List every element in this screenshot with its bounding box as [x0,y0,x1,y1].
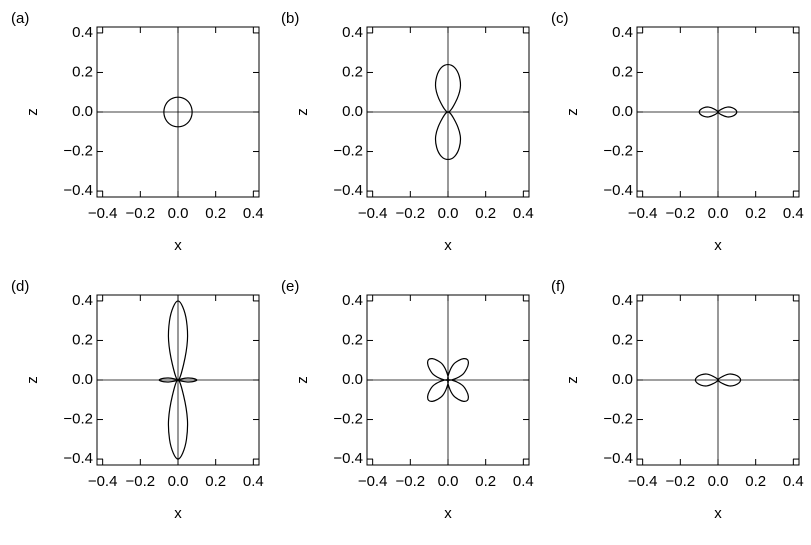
curve [434,111,462,161]
y-tick-label: −0.2 [63,411,93,428]
y-tick-label: −0.2 [603,143,633,160]
x-tick-label: 0.4 [243,205,264,222]
y-tick-label: 0.2 [342,63,363,80]
x-axis-label: x [174,237,182,254]
x-tick-label: −0.2 [126,205,156,222]
curve [447,358,469,381]
x-tick-label: −0.2 [666,205,696,222]
x-axis-label: x [444,505,452,522]
panel-label: (f) [551,278,565,295]
x-tick-label: −0.4 [358,473,388,490]
y-axis-label: z [564,108,581,116]
y-tick-label: 0.0 [342,103,363,120]
y-tick-label: −0.4 [603,450,633,467]
panel-label: (e) [281,278,299,295]
curve [167,300,189,381]
y-tick-label: 0.4 [342,292,363,309]
x-tick-label: −0.4 [88,473,118,490]
y-tick-label: 0.2 [612,331,633,348]
y-axis-label: z [24,376,41,384]
y-axis-label: z [24,108,41,116]
y-tick-label: −0.2 [333,411,363,428]
x-tick-label: 0.2 [745,205,766,222]
x-tick-label: −0.4 [628,205,658,222]
y-tick-label: 0.4 [342,24,363,41]
y-tick-label: −0.4 [63,450,93,467]
y-tick-label: −0.4 [63,182,93,199]
curve [434,63,462,113]
y-tick-label: 0.0 [72,371,93,388]
curve [163,96,193,128]
y-tick-label: 0.2 [612,63,633,80]
curve [717,373,742,387]
x-axis-label: x [714,237,722,254]
x-tick-label: 0.2 [745,473,766,490]
x-tick-label: −0.4 [628,473,658,490]
y-axis-label: z [294,376,311,384]
x-tick-label: 0.2 [475,205,496,222]
curve [427,379,449,402]
x-tick-label: −0.4 [88,205,118,222]
x-tick-label: 0.2 [205,205,226,222]
y-tick-label: −0.2 [333,143,363,160]
curve [158,377,179,383]
y-tick-label: 0.4 [612,24,633,41]
y-tick-label: 0.4 [72,292,93,309]
y-tick-label: 0.4 [72,24,93,41]
x-tick-label: −0.4 [358,205,388,222]
curve [427,358,449,381]
y-tick-label: 0.0 [72,103,93,120]
x-tick-label: 0.4 [783,205,804,222]
y-tick-label: −0.4 [333,182,363,199]
curve [167,379,189,460]
y-tick-label: 0.4 [612,292,633,309]
x-tick-label: 0.0 [708,473,729,490]
y-tick-label: 0.2 [72,63,93,80]
panel-label: (a) [11,10,29,27]
y-tick-label: 0.2 [342,331,363,348]
x-axis-label: x [714,505,722,522]
x-tick-label: 0.4 [783,473,804,490]
y-axis-label: z [294,108,311,116]
y-axis-label: z [564,376,581,384]
x-axis-label: x [444,237,452,254]
x-tick-label: −0.2 [666,473,696,490]
curve [447,379,469,402]
x-tick-label: −0.2 [396,473,426,490]
curve [694,373,719,387]
y-tick-label: −0.2 [63,143,93,160]
x-axis-label: x [174,505,182,522]
curve [717,106,738,118]
panel-label: (d) [11,278,29,295]
y-tick-label: −0.4 [603,182,633,199]
x-tick-label: −0.2 [396,205,426,222]
x-tick-label: 0.2 [205,473,226,490]
x-tick-label: 0.4 [513,473,534,490]
y-tick-label: 0.2 [72,331,93,348]
x-tick-label: 0.0 [438,205,459,222]
x-tick-label: 0.0 [438,473,459,490]
panel-label: (c) [551,10,569,27]
x-tick-label: 0.0 [168,473,189,490]
curve [177,377,198,383]
x-tick-label: 0.4 [513,205,534,222]
x-tick-label: 0.0 [708,205,729,222]
y-tick-label: 0.0 [342,371,363,388]
y-tick-label: 0.0 [612,371,633,388]
y-tick-label: −0.4 [333,450,363,467]
x-tick-label: 0.2 [475,473,496,490]
x-tick-label: 0.4 [243,473,264,490]
panel-label: (b) [281,10,299,27]
x-tick-label: −0.2 [126,473,156,490]
y-tick-label: −0.2 [603,411,633,428]
curve [698,106,719,118]
x-tick-label: 0.0 [168,205,189,222]
y-tick-label: 0.0 [612,103,633,120]
